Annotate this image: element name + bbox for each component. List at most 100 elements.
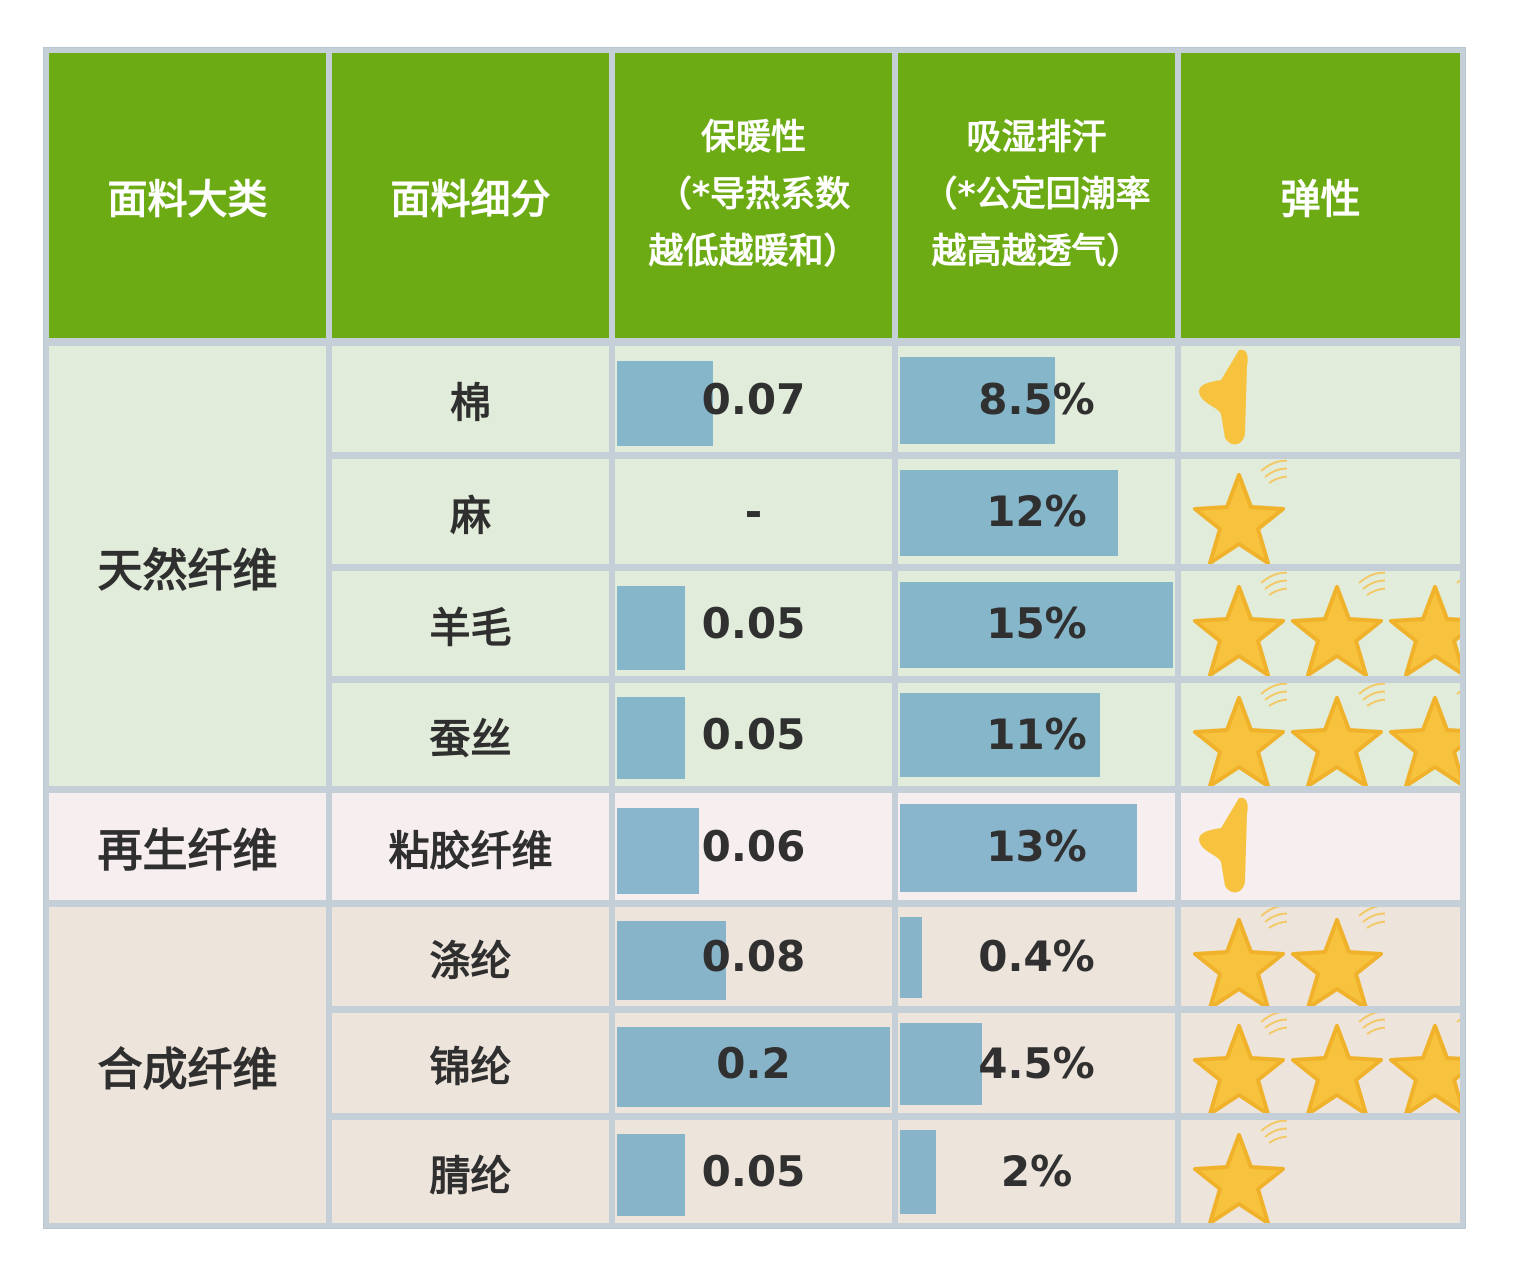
- star-icon: [1191, 1013, 1287, 1113]
- moisture-value: 15%: [986, 599, 1087, 648]
- warmth-value: 0.05: [701, 710, 806, 759]
- moisture-value: 13%: [986, 822, 1087, 871]
- fabric-name: 羊毛: [332, 571, 609, 676]
- warmth-cell: 0.05: [615, 683, 892, 786]
- warmth-cell: 0.05: [615, 571, 892, 676]
- fabric-name: 麻: [332, 459, 609, 564]
- star-icon: [1191, 1120, 1287, 1223]
- moisture-cell: 2%: [898, 1120, 1175, 1223]
- moisture-cell: 12%: [898, 459, 1175, 564]
- header-warmth-note-1: （*导热系数: [656, 175, 851, 215]
- moisture-bar: [900, 1130, 936, 1214]
- moisture-cell: 15%: [898, 571, 1175, 676]
- header-moisture-note-2: 越高越透气）: [931, 232, 1142, 272]
- warmth-value: 0.05: [701, 1147, 806, 1196]
- elasticity-cell: [1181, 459, 1460, 564]
- elasticity-rating: [1191, 683, 1460, 786]
- warmth-value: 0.2: [716, 1038, 791, 1088]
- moisture-bar: [900, 1023, 982, 1105]
- moisture-cell: 8.5%: [898, 346, 1175, 452]
- moisture-cell: 4.5%: [898, 1013, 1175, 1113]
- elasticity-rating: [1191, 793, 1261, 900]
- moisture-bar: [900, 470, 1118, 556]
- half-star-icon: [1191, 793, 1261, 900]
- moisture-bar: [900, 357, 1055, 444]
- warmth-bar: [617, 361, 713, 446]
- group-synthetic-fiber: 合成纤维: [49, 907, 326, 1223]
- group-natural-fiber: 天然纤维: [49, 346, 326, 786]
- moisture-bar: [900, 582, 1173, 668]
- star-icon: [1289, 571, 1385, 676]
- fabric-name: 粘胶纤维: [332, 793, 609, 900]
- star-icon: [1387, 571, 1460, 676]
- elasticity-rating: [1191, 571, 1460, 676]
- fabric-name: 蚕丝: [332, 683, 609, 786]
- elasticity-cell: [1181, 346, 1460, 452]
- moisture-value: 4.5%: [978, 1038, 1095, 1088]
- fabric-name: 棉: [332, 346, 609, 452]
- elasticity-rating: [1191, 907, 1385, 1006]
- star-icon: [1191, 571, 1287, 676]
- star-icon: [1289, 907, 1385, 1006]
- warmth-cell: 0.08: [615, 907, 892, 1006]
- warmth-bar: [617, 697, 685, 779]
- header-moisture-title: 吸湿排汗: [966, 118, 1107, 158]
- half-star-icon: [1191, 346, 1261, 452]
- header-moisture-note-1: （*公定回潮率: [922, 175, 1151, 215]
- moisture-bar: [900, 917, 922, 998]
- warmth-bar: [617, 921, 726, 1000]
- header-warmth: 保暖性 （*导热系数 越低越暖和）: [615, 53, 892, 338]
- header-moisture: 吸湿排汗 （*公定回潮率 越高越透气）: [898, 53, 1175, 338]
- warmth-bar: [617, 1027, 890, 1107]
- fabric-name: 腈纶: [332, 1120, 609, 1223]
- star-icon: [1191, 459, 1287, 564]
- star-icon: [1387, 683, 1460, 786]
- warmth-cell: 0.05: [615, 1120, 892, 1223]
- header-elasticity: 弹性: [1181, 53, 1460, 338]
- star-icon: [1387, 1013, 1460, 1113]
- star-icon: [1191, 907, 1287, 1006]
- moisture-value: 12%: [986, 487, 1087, 536]
- warmth-cell: 0.2: [615, 1013, 892, 1113]
- warmth-value: 0.05: [701, 599, 806, 648]
- warmth-cell: -: [615, 459, 892, 564]
- moisture-value: 0.4%: [978, 932, 1095, 981]
- warmth-value: 0.06: [701, 822, 806, 871]
- warmth-value: -: [744, 487, 763, 536]
- group-regenerated-fiber: 再生纤维: [49, 793, 326, 900]
- elasticity-rating: [1191, 1120, 1287, 1223]
- elasticity-rating: [1191, 459, 1287, 564]
- moisture-bar: [900, 693, 1100, 777]
- moisture-cell: 13%: [898, 793, 1175, 900]
- moisture-cell: 0.4%: [898, 907, 1175, 1006]
- header-category: 面料大类: [49, 53, 326, 338]
- header-warmth-title: 保暖性: [700, 118, 806, 158]
- star-icon: [1289, 1013, 1385, 1113]
- moisture-value: 8.5%: [978, 374, 1095, 424]
- fabric-name: 锦纶: [332, 1013, 609, 1113]
- star-icon: [1191, 683, 1287, 786]
- elasticity-cell: [1181, 907, 1460, 1006]
- moisture-cell: 11%: [898, 683, 1175, 786]
- warmth-cell: 0.06: [615, 793, 892, 900]
- warmth-bar: [617, 1134, 685, 1216]
- elasticity-cell: [1181, 793, 1460, 900]
- header-subcategory: 面料细分: [332, 53, 609, 338]
- warmth-value: 0.08: [701, 932, 806, 981]
- elasticity-cell: [1181, 1013, 1460, 1113]
- elasticity-cell: [1181, 683, 1460, 786]
- fabric-comparison-table: 面料大类 面料细分 保暖性 （*导热系数 越低越暖和） 吸湿排汗 （*公定回潮率…: [43, 47, 1466, 1229]
- warmth-value: 0.07: [701, 374, 806, 424]
- moisture-value: 2%: [1000, 1147, 1073, 1196]
- elasticity-cell: [1181, 571, 1460, 676]
- elasticity-rating: [1191, 346, 1261, 452]
- warmth-bar: [617, 586, 685, 670]
- warmth-bar: [617, 808, 699, 894]
- moisture-bar: [900, 804, 1137, 892]
- fabric-name: 涤纶: [332, 907, 609, 1006]
- elasticity-cell: [1181, 1120, 1460, 1223]
- star-icon: [1289, 683, 1385, 786]
- elasticity-rating: [1191, 1013, 1460, 1113]
- warmth-cell: 0.07: [615, 346, 892, 452]
- header-warmth-note-2: 越低越暖和）: [648, 232, 859, 272]
